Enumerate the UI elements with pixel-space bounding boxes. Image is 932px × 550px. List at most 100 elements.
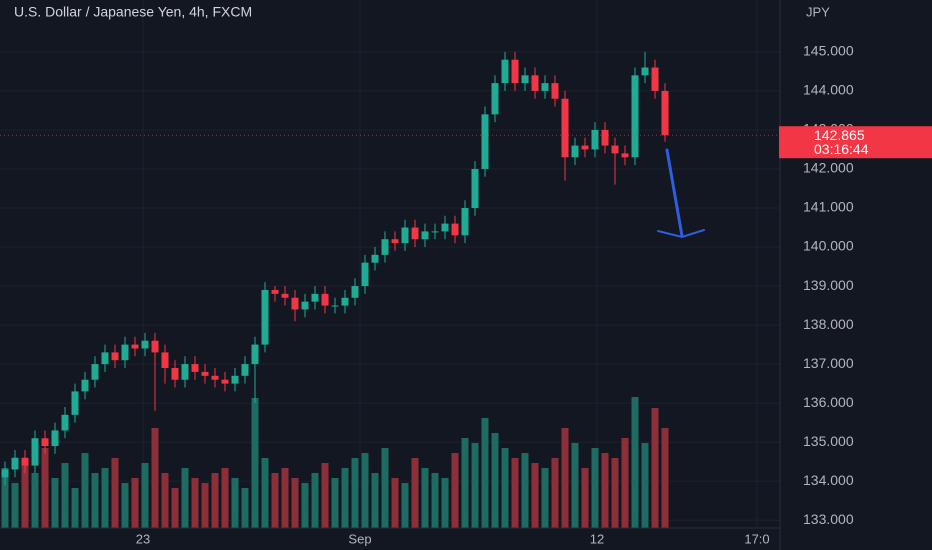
last-price-label: 142.865 bbox=[814, 127, 865, 143]
volume-bar bbox=[371, 473, 379, 528]
volume-bar bbox=[51, 478, 59, 528]
volume-bar bbox=[421, 468, 429, 528]
candle-body bbox=[661, 90, 669, 136]
candle-body bbox=[71, 391, 79, 415]
volume-bar bbox=[111, 458, 119, 528]
volume-bar bbox=[611, 458, 619, 528]
candle-body bbox=[461, 208, 469, 236]
candle-body bbox=[311, 293, 319, 302]
y-tick-label: 137.000 bbox=[803, 355, 854, 371]
candle-body bbox=[601, 129, 609, 146]
volume-bar bbox=[121, 483, 129, 528]
candle-body bbox=[651, 67, 659, 91]
volume-bar bbox=[21, 458, 29, 528]
volume-bar bbox=[351, 458, 359, 528]
candle-body bbox=[551, 83, 559, 99]
arrow-shaft bbox=[665, 148, 684, 238]
candle-body bbox=[211, 375, 219, 380]
volume-bar bbox=[81, 453, 89, 528]
volume-bar bbox=[231, 478, 239, 528]
arrow-head bbox=[657, 229, 705, 239]
countdown-label: 03:16:44 bbox=[814, 141, 869, 157]
volume-bar bbox=[221, 468, 229, 528]
y-tick-label: 134.000 bbox=[803, 472, 854, 488]
candle-body bbox=[321, 293, 329, 306]
candle-body bbox=[151, 340, 159, 353]
candle-body bbox=[371, 254, 379, 263]
candle-body bbox=[81, 379, 89, 392]
volume-bar bbox=[401, 483, 409, 528]
chart-title: U.S. Dollar / Japanese Yen, 4h, FXCM bbox=[14, 4, 252, 20]
volume-bar bbox=[491, 433, 499, 528]
volume-bar bbox=[141, 463, 149, 528]
candle-body bbox=[41, 438, 49, 447]
candle-body bbox=[471, 168, 479, 208]
volume-bar bbox=[301, 483, 309, 528]
volume-bar bbox=[61, 463, 69, 528]
volume-bar bbox=[601, 453, 609, 528]
candle-body bbox=[391, 239, 399, 244]
candle-body bbox=[171, 368, 179, 380]
candle-body bbox=[61, 414, 69, 431]
candle-body bbox=[191, 364, 199, 372]
volume-bar bbox=[241, 488, 249, 528]
candle-body bbox=[11, 457, 19, 470]
volume-bar bbox=[291, 478, 299, 528]
candle-body bbox=[241, 364, 249, 376]
volume-bar bbox=[91, 473, 99, 528]
x-tick-label: 17:0 bbox=[744, 531, 769, 546]
volume-bar bbox=[331, 478, 339, 528]
candle-body bbox=[221, 379, 229, 384]
candle-body bbox=[121, 344, 129, 361]
candle-body bbox=[561, 98, 569, 158]
candle-body bbox=[481, 114, 489, 169]
volume-bar bbox=[571, 443, 579, 528]
volume-bar bbox=[431, 473, 439, 528]
candle-body bbox=[91, 364, 99, 380]
candle-body bbox=[381, 239, 389, 255]
volume-bar bbox=[41, 448, 49, 528]
volume-bar bbox=[631, 397, 639, 528]
candle-body bbox=[451, 223, 459, 236]
candle-body bbox=[281, 293, 289, 298]
candle-body bbox=[581, 145, 589, 150]
volume-bar bbox=[621, 438, 629, 528]
volume-bar bbox=[151, 428, 159, 528]
y-tick-label: 141.000 bbox=[803, 199, 854, 215]
candle-body bbox=[431, 231, 439, 233]
candle-body bbox=[421, 231, 429, 240]
volume-bar bbox=[381, 448, 389, 528]
candle-body bbox=[631, 75, 639, 158]
annotation-arrow bbox=[657, 148, 705, 239]
currency-label: JPY bbox=[806, 4, 830, 19]
candle-body bbox=[21, 457, 29, 466]
volume-bar bbox=[101, 468, 109, 528]
y-tick-label: 136.000 bbox=[803, 394, 854, 410]
candle-body bbox=[531, 75, 539, 91]
volume-bar bbox=[361, 453, 369, 528]
volume-bar bbox=[191, 478, 199, 528]
volume-bar bbox=[201, 483, 209, 528]
volume-bar bbox=[31, 473, 39, 528]
candle-body bbox=[131, 344, 139, 349]
candle-body bbox=[571, 145, 579, 158]
volume-bar bbox=[521, 453, 529, 528]
volume-bar bbox=[551, 458, 559, 528]
last-price-box bbox=[779, 126, 932, 159]
candle-body bbox=[491, 83, 499, 115]
candle-body bbox=[271, 289, 279, 294]
candle-body bbox=[141, 340, 149, 349]
x-tick-label: 12 bbox=[590, 531, 604, 546]
candle-body bbox=[441, 223, 449, 232]
candle-body bbox=[231, 375, 239, 384]
volume-bar bbox=[581, 468, 589, 528]
volume-bar bbox=[641, 443, 649, 528]
volume-bar bbox=[261, 458, 269, 528]
volume-bar bbox=[651, 408, 659, 528]
candle-body bbox=[621, 153, 629, 158]
y-tick-label: 139.000 bbox=[803, 277, 854, 293]
y-tick-label: 133.000 bbox=[803, 511, 854, 527]
volume-bar bbox=[281, 468, 289, 528]
y-tick-label: 142.000 bbox=[803, 160, 854, 176]
